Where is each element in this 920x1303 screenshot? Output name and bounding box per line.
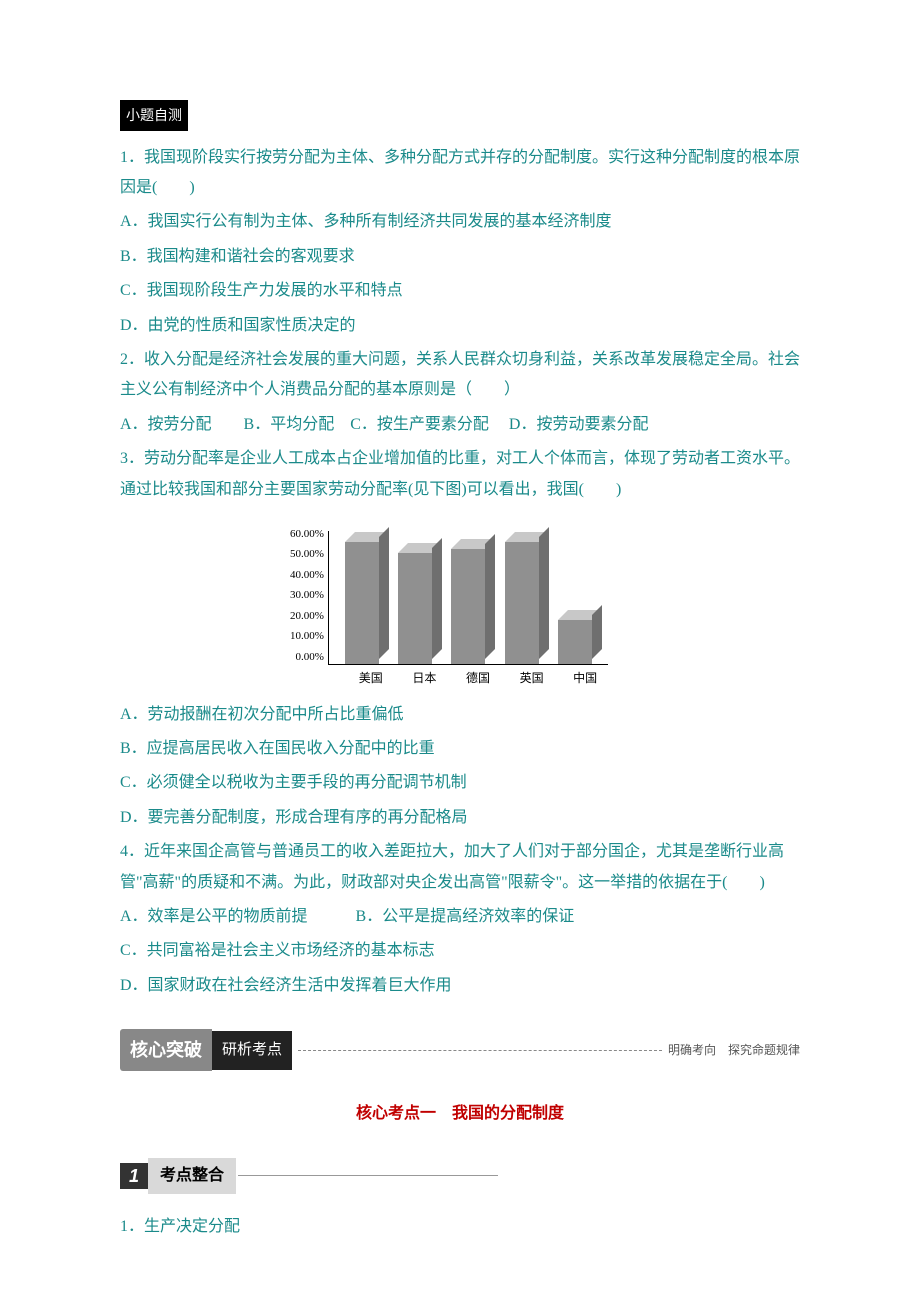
ytick: 20.00% [290,611,324,622]
xtick: 德国 [466,667,490,690]
core-topic-title: 核心考点一 我国的分配制度 [120,1099,800,1129]
q4-opt-ab: A．效率是公平的物质前提 B．公平是提高经济效率的保证 [120,902,800,932]
q1-opt-a: A．我国实行公有制为主体、多种所有制经济共同发展的基本经济制度 [120,207,800,237]
chart-plot-area [328,531,608,665]
q2-stem: 2．收入分配是经济社会发展的重大问题，关系人民群众切身利益，关系改革发展稳定全局… [120,345,800,406]
divider-dash [298,1050,662,1051]
ytick: 50.00% [290,549,324,560]
chart-bar [398,553,432,664]
chart-bar [558,620,592,664]
core-note: 明确考向 探究命题规律 [668,1043,800,1057]
core-badge: 核心突破 [120,1029,212,1071]
xtick: 美国 [359,667,383,690]
ytick: 10.00% [290,631,324,642]
point-1: 1．生产决定分配 [120,1212,800,1242]
chart-y-axis: 60.00% 50.00% 40.00% 30.00% 20.00% 10.00… [290,529,328,663]
chart-x-axis: 美国 日本 德国 英国 中国 [338,665,618,690]
xtick: 英国 [520,667,544,690]
q4-stem: 4．近年来国企高管与普通员工的收入差距拉大，加大了人们对于部分国企，尤其是垄断行… [120,837,800,898]
divider-line [238,1175,498,1176]
kaodian-header: 1 考点整合 [120,1158,800,1194]
labor-rate-chart: 60.00% 50.00% 40.00% 30.00% 20.00% 10.00… [290,515,630,690]
xtick: 中国 [573,667,597,690]
q3-opt-c: C．必须健全以税收为主要手段的再分配调节机制 [120,768,800,798]
q3-opt-d: D．要完善分配制度，形成合理有序的再分配格局 [120,803,800,833]
q4-opt-d: D．国家财政在社会经济生活中发挥着巨大作用 [120,971,800,1001]
ytick: 30.00% [290,590,324,601]
q3-opt-a: A．劳动报酬在初次分配中所占比重偏低 [120,700,800,730]
ytick: 0.00% [296,652,324,663]
q3-stem: 3．劳动分配率是企业人工成本占企业增加值的比重，对工人个体而言，体现了劳动者工资… [120,444,800,505]
q4-opt-c: C．共同富裕是社会主义市场经济的基本标志 [120,936,800,966]
section-label: 考点整合 [148,1158,236,1194]
q1-stem: 1．我国现阶段实行按劳分配为主体、多种分配方式并存的分配制度。实行这种分配制度的… [120,143,800,204]
xtick: 日本 [412,667,436,690]
q1-opt-b: B．我国构建和谐社会的客观要求 [120,242,800,272]
core-sub: 研析考点 [212,1031,292,1070]
core-break-header: 核心突破 研析考点 明确考向 探究命题规律 [120,1029,800,1071]
ytick: 60.00% [290,529,324,540]
section-badge: 小题自测 [120,100,188,131]
chart-bar [451,549,485,664]
chart-bar [505,542,539,664]
chart-bar [345,542,379,664]
ytick: 40.00% [290,570,324,581]
q1-opt-c: C．我国现阶段生产力发展的水平和特点 [120,276,800,306]
q3-opt-b: B．应提高居民收入在国民收入分配中的比重 [120,734,800,764]
section-number: 1 [120,1163,148,1189]
q2-opts: A．按劳分配 B．平均分配 C．按生产要素分配 D．按劳动要素分配 [120,410,800,440]
q1-opt-d: D．由党的性质和国家性质决定的 [120,311,800,341]
